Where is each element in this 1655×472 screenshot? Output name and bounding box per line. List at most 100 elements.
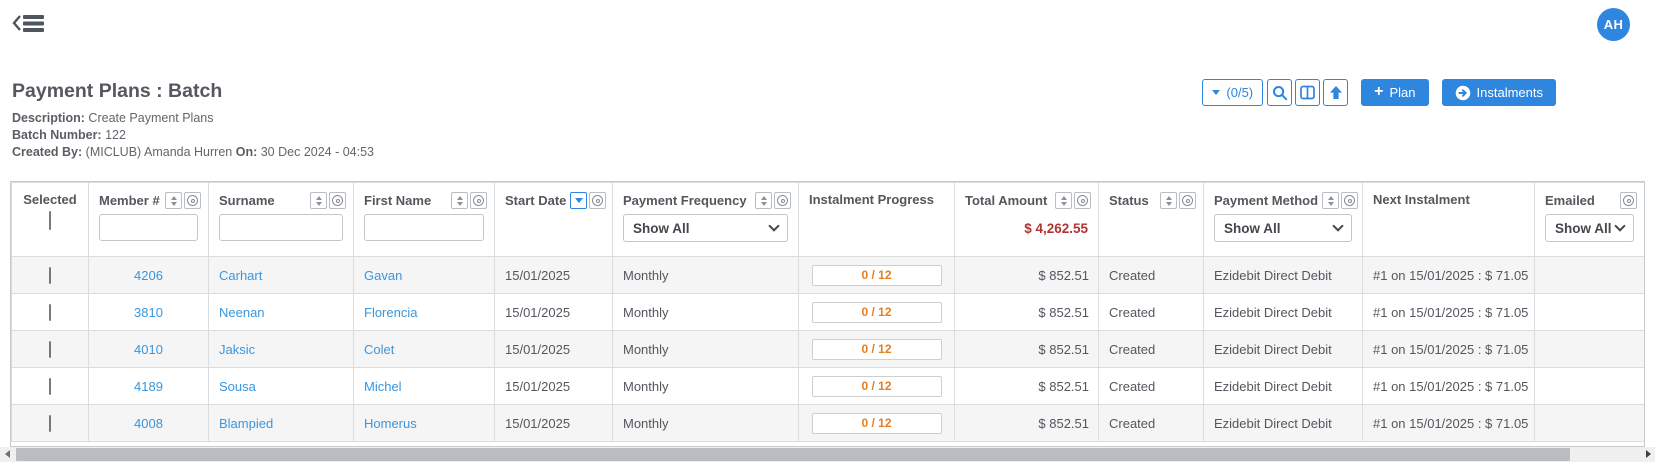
sort-icon[interactable] (451, 192, 468, 209)
col-payment-frequency-label: Payment Frequency (623, 193, 747, 208)
created-on-label: On: (235, 145, 258, 159)
col-payment-method: Payment Method Show All (1203, 182, 1363, 257)
col-emailed: Emailed Show All (1534, 182, 1644, 257)
col-total-amount-label: Total Amount (965, 193, 1048, 208)
sort-icon[interactable] (310, 192, 327, 209)
col-next-instalment-label: Next Instalment (1373, 192, 1470, 207)
first-name-link[interactable]: Florencia (364, 304, 418, 320)
emailed-filter-select[interactable]: Show All (1545, 214, 1634, 242)
add-plan-button[interactable]: + Plan (1361, 79, 1429, 106)
search-button[interactable] (1267, 79, 1293, 106)
col-selected: Selected (11, 182, 89, 257)
total-cell: $ 852.51 (954, 367, 1099, 405)
export-up-button[interactable] (1323, 79, 1349, 106)
horizontal-scrollbar[interactable] (0, 447, 1655, 462)
surname-link[interactable]: Jaksic (219, 341, 256, 357)
member-link[interactable]: 4189 (134, 378, 163, 394)
selection-count-button[interactable]: (0/5) (1202, 79, 1264, 106)
col-payment-frequency: Payment Frequency Show All (612, 182, 799, 257)
table-row: 4206 Carhart Gavan 15/01/2025 Monthly 0 … (11, 256, 1644, 294)
caret-down-icon (1212, 90, 1221, 95)
progress-pill: 0 / 12 (811, 338, 942, 360)
frequency-cell: Monthly (612, 293, 799, 331)
member-link[interactable]: 4010 (134, 341, 163, 357)
chevron-down-icon (768, 220, 780, 232)
col-start-date-label: Start Date (505, 193, 567, 208)
sort-icon[interactable] (1160, 192, 1177, 209)
col-instalment-progress: Instalment Progress (798, 182, 955, 257)
surname-filter-input[interactable] (219, 214, 343, 241)
arrow-right-circle-icon (1455, 85, 1470, 100)
progress-pill: 0 / 12 (811, 412, 942, 434)
target-icon[interactable] (1074, 192, 1091, 209)
sort-icon[interactable] (165, 192, 182, 209)
next-instalment-cell: #1 on 15/01/2025 : $ 71.05 (1362, 293, 1535, 331)
first-name-link[interactable]: Colet (364, 341, 395, 357)
description-label: Description: (12, 111, 85, 125)
sort-icon[interactable] (1322, 192, 1340, 209)
target-icon[interactable] (589, 192, 607, 209)
next-instalment-cell: #1 on 15/01/2025 : $ 71.05 (1362, 404, 1535, 442)
col-member: Member # (88, 182, 209, 257)
target-icon[interactable] (329, 192, 346, 209)
col-payment-method-label: Payment Method (1214, 193, 1319, 208)
target-icon[interactable] (470, 192, 487, 209)
method-cell: Ezidebit Direct Debit (1203, 367, 1363, 405)
surname-link[interactable]: Carhart (219, 267, 263, 283)
select-all-checkbox[interactable] (49, 211, 51, 230)
row-checkbox[interactable] (49, 377, 51, 395)
col-surname-label: Surname (219, 193, 275, 208)
start-date-cell: 15/01/2025 (494, 367, 613, 405)
menu-back-icon[interactable] (12, 10, 46, 37)
avatar[interactable]: AH (1597, 8, 1630, 41)
target-icon[interactable] (1620, 192, 1637, 209)
col-selected-label: Selected (23, 192, 77, 207)
target-icon[interactable] (184, 192, 201, 209)
method-cell: Ezidebit Direct Debit (1203, 293, 1363, 331)
page-title: Payment Plans : Batch (12, 80, 223, 102)
scroll-left-arrow-icon[interactable] (5, 450, 10, 458)
member-link[interactable]: 4008 (134, 415, 163, 431)
first-name-link[interactable]: Michel (364, 378, 402, 394)
row-checkbox[interactable] (49, 414, 51, 432)
first-name-link[interactable]: Homerus (364, 415, 417, 431)
table-row: 3810 Neenan Florencia 15/01/2025 Monthly… (11, 293, 1644, 331)
target-icon[interactable] (1179, 192, 1196, 209)
batch-number-value: 122 (105, 128, 126, 142)
chevron-down-icon (1614, 220, 1626, 232)
first-name-filter-input[interactable] (364, 214, 484, 241)
member-filter-input[interactable] (99, 214, 198, 241)
created-by-value: (MICLUB) Amanda Hurren (85, 145, 233, 159)
first-name-link[interactable]: Gavan (364, 267, 403, 283)
emailed-cell (1534, 256, 1644, 294)
scroll-right-arrow-icon[interactable] (1646, 450, 1651, 458)
member-link[interactable]: 4206 (134, 267, 163, 283)
payment-frequency-filter-select[interactable]: Show All (623, 214, 788, 242)
sort-icon[interactable] (1055, 192, 1072, 209)
surname-link[interactable]: Blampied (219, 415, 274, 431)
progress-pill: 0 / 12 (811, 375, 942, 397)
member-link[interactable]: 3810 (134, 304, 163, 320)
emailed-cell (1534, 293, 1644, 331)
columns-button[interactable] (1295, 79, 1321, 106)
chevron-down-icon (1332, 220, 1344, 232)
row-checkbox[interactable] (49, 266, 51, 284)
payment-method-filter-select[interactable]: Show All (1214, 214, 1352, 242)
scrollbar-thumb[interactable] (16, 448, 1570, 461)
row-checkbox[interactable] (49, 303, 51, 321)
total-cell: $ 852.51 (954, 293, 1099, 331)
frequency-cell: Monthly (612, 256, 799, 294)
surname-link[interactable]: Neenan (219, 304, 265, 320)
sort-icon[interactable] (755, 192, 772, 209)
instalments-button[interactable]: Instalments (1441, 79, 1556, 106)
surname-link[interactable]: Sousa (219, 378, 256, 394)
method-cell: Ezidebit Direct Debit (1203, 404, 1363, 442)
description-line: Description: Create Payment Plans (12, 110, 374, 127)
created-by-line: Created By: (MICLUB) Amanda Hurren On: 3… (12, 144, 374, 161)
target-icon[interactable] (1341, 192, 1359, 209)
row-checkbox[interactable] (49, 340, 51, 358)
page-header: Payment Plans : Batch Description: Creat… (12, 80, 374, 161)
sort-active-icon[interactable] (570, 192, 588, 209)
target-icon[interactable] (774, 192, 791, 209)
payment-method-filter-value: Show All (1224, 220, 1281, 236)
